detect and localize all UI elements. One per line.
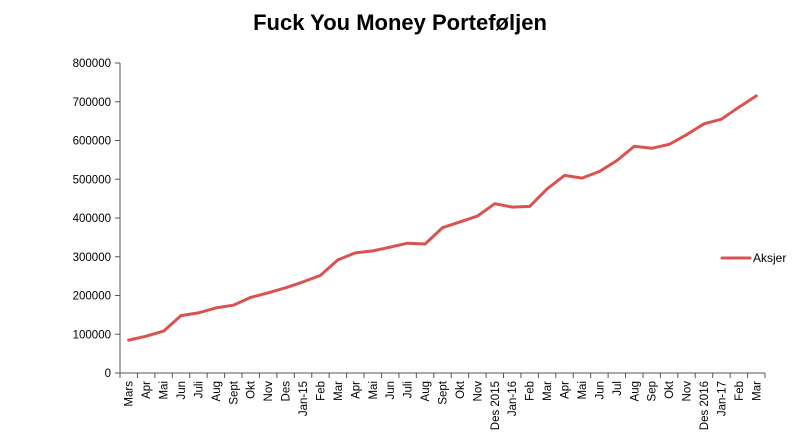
x-tick-label: Jan-17 bbox=[716, 381, 728, 416]
data-point bbox=[144, 334, 148, 338]
x-tick-label: Feb bbox=[525, 381, 537, 401]
x-tick-label: Des 2015 bbox=[490, 381, 502, 430]
x-tick-label: Jun bbox=[385, 381, 397, 400]
data-point bbox=[127, 338, 131, 342]
x-tick-label: Nov bbox=[682, 381, 694, 402]
data-point bbox=[197, 311, 200, 315]
y-tick-label: 800000 bbox=[73, 58, 111, 70]
data-point bbox=[615, 159, 619, 163]
x-tick-label: Aug bbox=[629, 381, 641, 401]
data-point bbox=[702, 122, 706, 126]
x-tick-label: Feb bbox=[734, 381, 746, 401]
data-point bbox=[162, 329, 165, 333]
y-tick-label: 0 bbox=[105, 368, 111, 380]
x-tick-label: Okt bbox=[455, 380, 467, 399]
data-point bbox=[301, 280, 305, 284]
y-tick-label: 400000 bbox=[73, 213, 111, 225]
y-tick-label: 700000 bbox=[73, 97, 111, 109]
data-point bbox=[720, 117, 723, 121]
x-tick-label: Juli bbox=[403, 381, 415, 398]
chart-title: Fuck You Money Porteføljen bbox=[253, 10, 547, 35]
data-point bbox=[563, 173, 566, 177]
data-point bbox=[667, 142, 671, 146]
data-point bbox=[528, 204, 532, 208]
x-tick-label: Jul bbox=[612, 381, 624, 396]
x-tick-label: Jun bbox=[176, 381, 188, 400]
x-tick-label: Sept bbox=[228, 380, 240, 404]
data-point bbox=[388, 245, 392, 249]
data-point bbox=[441, 226, 444, 230]
x-tick-label: Okt bbox=[246, 380, 258, 399]
x-tick-label: Mai bbox=[368, 381, 380, 400]
x-tick-label: Mai bbox=[577, 381, 589, 400]
y-tick-label: 300000 bbox=[73, 252, 111, 264]
data-point bbox=[685, 133, 688, 137]
x-tick-label: Aug bbox=[211, 381, 223, 401]
x-tick-label: Apr bbox=[560, 381, 572, 399]
x-tick-label: Jan-15 bbox=[298, 381, 310, 416]
data-point bbox=[423, 242, 427, 246]
data-point bbox=[249, 296, 253, 299]
y-tick-label: 500000 bbox=[73, 174, 111, 186]
data-point bbox=[475, 214, 479, 218]
data-point bbox=[510, 205, 514, 209]
data-point bbox=[371, 249, 375, 253]
series-line bbox=[127, 94, 758, 342]
data-point bbox=[284, 286, 288, 290]
x-tick-label: Sept bbox=[438, 380, 450, 404]
data-point bbox=[597, 170, 601, 173]
x-tick-label: Des bbox=[281, 381, 293, 402]
data-point bbox=[353, 251, 357, 255]
x-tick-label: Nov bbox=[472, 381, 484, 402]
x-tick-label: Mar bbox=[751, 381, 763, 401]
data-point bbox=[336, 258, 340, 262]
data-point bbox=[231, 303, 235, 307]
x-tick-label: Jun bbox=[594, 381, 606, 400]
data-point bbox=[580, 176, 584, 180]
x-tick-label: Jan-16 bbox=[507, 381, 519, 416]
x-tick-label: Aug bbox=[420, 381, 432, 401]
x-tick-label: Juli bbox=[193, 381, 205, 398]
x-tick-label: Apr bbox=[350, 381, 362, 399]
x-tick-label: Mars bbox=[124, 381, 136, 407]
data-point bbox=[214, 306, 218, 310]
data-point bbox=[632, 144, 636, 148]
x-tick-label: Sep bbox=[647, 381, 659, 401]
data-point bbox=[406, 241, 410, 245]
y-tick-label: 600000 bbox=[73, 136, 111, 148]
y-tick-label: 100000 bbox=[73, 329, 111, 341]
y-tick-label: 200000 bbox=[73, 291, 111, 303]
data-point bbox=[266, 291, 270, 295]
data-point bbox=[545, 187, 549, 191]
data-point bbox=[319, 273, 322, 277]
x-tick-label: Mar bbox=[333, 381, 345, 401]
x-tick-label: Mar bbox=[542, 381, 554, 401]
x-tick-label: Feb bbox=[315, 381, 327, 401]
x-tick-label: Nov bbox=[263, 381, 275, 402]
data-point bbox=[754, 94, 758, 98]
data-point bbox=[179, 314, 183, 318]
data-point bbox=[737, 105, 741, 109]
x-tick-label: Des 2016 bbox=[699, 381, 711, 430]
x-tick-label: Apr bbox=[141, 381, 153, 399]
x-tick-label: Mai bbox=[159, 381, 171, 400]
data-point bbox=[458, 220, 462, 224]
data-point bbox=[650, 146, 654, 150]
x-tick-label: Okt bbox=[664, 380, 676, 399]
legend-label: Aksjer bbox=[753, 251, 786, 265]
data-point bbox=[493, 202, 497, 206]
